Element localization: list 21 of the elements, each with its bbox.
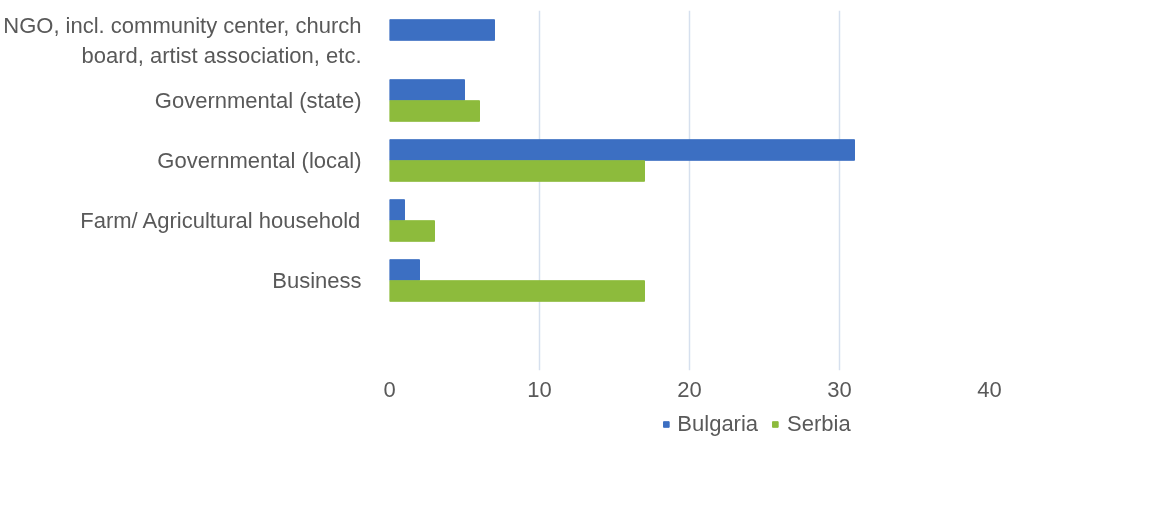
bar <box>389 19 495 41</box>
x-tick-label: 30 <box>827 376 852 402</box>
x-tick-label: 40 <box>977 376 1002 402</box>
y-tick-label: Farm/ Agricultural household <box>80 208 361 233</box>
y-tick-label: Governmental (state) <box>154 88 362 113</box>
bar <box>389 100 480 122</box>
bar <box>389 79 465 101</box>
bar <box>389 160 645 182</box>
legend-label: Bulgaria <box>677 411 759 437</box>
bar <box>389 259 420 281</box>
x-tick-label: 20 <box>677 376 702 402</box>
y-tick-label: Business <box>272 268 362 293</box>
bar <box>389 280 645 302</box>
legend-label: Serbia <box>787 411 851 437</box>
y-tick-label: NGO, incl. community center, church board, artist association, etc. <box>3 13 362 68</box>
bar <box>389 139 855 161</box>
bar <box>389 220 435 242</box>
x-tick-label: 0 <box>383 376 396 402</box>
y-tick-label: Governmental (local) <box>157 148 362 173</box>
x-tick-label: 10 <box>527 376 552 402</box>
bar <box>389 199 405 221</box>
